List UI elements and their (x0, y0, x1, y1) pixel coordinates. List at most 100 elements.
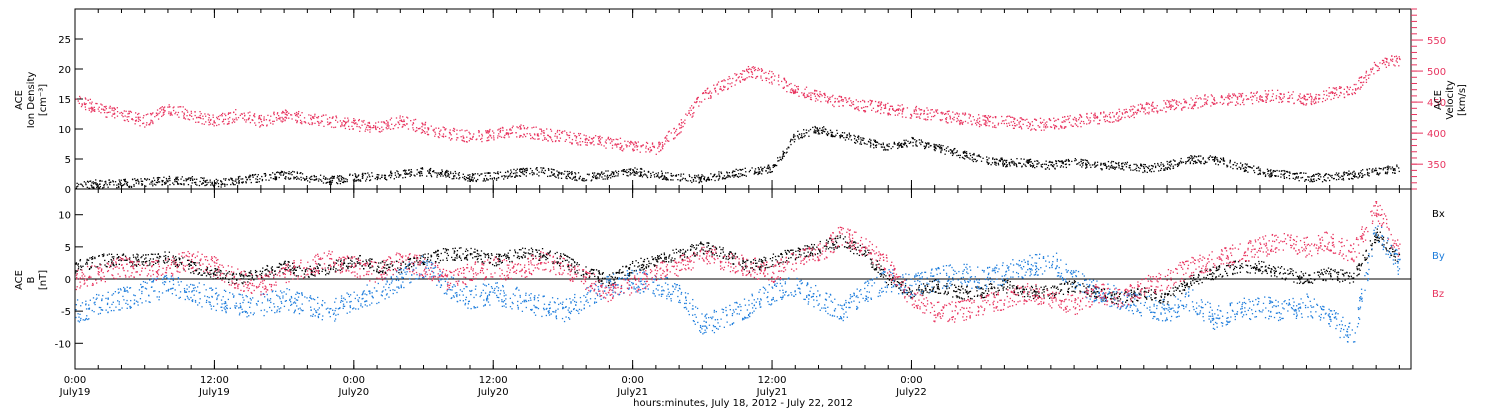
data-point (138, 112, 140, 115)
data-point (212, 123, 214, 125)
data-point (322, 182, 325, 184)
data-point (1294, 178, 1296, 180)
data-point (838, 105, 840, 107)
data-point (387, 121, 389, 123)
data-point (1175, 107, 1178, 109)
data-point (459, 176, 461, 179)
data-point (1085, 164, 1087, 166)
data-point (1210, 94, 1213, 96)
data-point (1084, 159, 1086, 161)
data-point (786, 151, 788, 153)
data-point (609, 177, 612, 179)
data-point (737, 176, 740, 178)
data-point (1103, 112, 1105, 114)
data-point (973, 158, 975, 160)
data-point (1384, 57, 1386, 59)
data-point (1027, 127, 1029, 130)
data-point (626, 169, 628, 171)
data-point (771, 75, 773, 78)
data-point (286, 113, 288, 116)
data-point (355, 174, 357, 176)
data-point (884, 148, 886, 150)
data-point (365, 128, 367, 130)
data-point (622, 170, 624, 172)
data-point (846, 101, 848, 104)
data-point (392, 127, 395, 130)
data-point (296, 121, 298, 124)
data-point (284, 178, 287, 180)
data-point (1109, 166, 1111, 168)
data-point (1296, 172, 1298, 174)
data-point (551, 172, 553, 174)
data-point (723, 175, 726, 177)
data-point (374, 177, 376, 180)
data-point (841, 98, 843, 101)
data-point (161, 106, 163, 108)
data-point (1164, 167, 1167, 169)
data-point (739, 73, 742, 75)
data-point (1113, 121, 1115, 123)
data-point (538, 171, 540, 173)
data-point (591, 179, 593, 181)
data-point (1260, 96, 1262, 98)
data-point (1362, 81, 1365, 83)
data-point (1346, 174, 1349, 176)
data-point (257, 174, 259, 176)
data-point (1372, 171, 1374, 173)
data-point (1342, 172, 1345, 174)
data-point (304, 122, 307, 124)
data-point (135, 258, 137, 260)
data-point (692, 107, 694, 109)
data-point (250, 181, 252, 184)
data-point (526, 169, 529, 171)
data-point (840, 99, 842, 102)
data-point (909, 142, 912, 144)
data-point (598, 177, 600, 179)
data-point (613, 173, 615, 176)
data-point (178, 258, 181, 261)
data-point (556, 137, 558, 139)
data-point (1062, 166, 1065, 168)
data-point (772, 166, 774, 169)
data-point (99, 263, 101, 265)
data-point (793, 91, 796, 94)
data-point (1213, 160, 1216, 163)
data-point (417, 128, 420, 130)
data-point (734, 174, 737, 176)
data-point (1000, 122, 1003, 125)
data-point (749, 68, 751, 70)
data-point (243, 281, 245, 283)
data-point (1241, 164, 1244, 166)
data-point (933, 143, 935, 146)
data-point (1068, 117, 1070, 120)
data-point (351, 125, 353, 127)
data-point (365, 126, 368, 128)
data-point (797, 130, 799, 132)
data-point (925, 146, 927, 148)
data-point (1023, 158, 1025, 160)
data-point (630, 168, 632, 170)
data-point (1336, 94, 1338, 96)
data-point (107, 186, 109, 188)
data-point (95, 184, 98, 186)
data-point (586, 173, 589, 175)
data-point (717, 93, 719, 95)
data-point (1184, 106, 1186, 108)
data-point (713, 174, 715, 177)
data-point (198, 184, 201, 187)
data-point (703, 178, 706, 181)
data-point (1042, 163, 1044, 165)
data-point (840, 95, 842, 98)
data-point (90, 107, 92, 110)
data-point (540, 171, 543, 173)
data-point (541, 130, 543, 132)
data-point (950, 121, 953, 123)
data-point (388, 127, 390, 129)
data-point (240, 278, 242, 280)
data-point (444, 171, 447, 173)
data-point (1334, 88, 1336, 90)
data-point (299, 172, 301, 175)
data-point (653, 146, 655, 148)
data-point (95, 266, 97, 268)
data-point (245, 182, 247, 184)
